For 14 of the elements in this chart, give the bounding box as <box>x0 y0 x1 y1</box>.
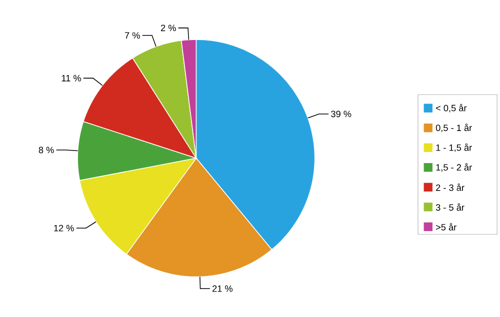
legend-label: 1 - 1,5 år <box>436 143 472 152</box>
legend-label: >5 år <box>436 222 456 230</box>
data-label: 2 % <box>160 24 176 31</box>
data-label: 12 % <box>54 224 74 232</box>
data-label: 8 % <box>38 146 54 154</box>
data-label: 21 % <box>212 285 233 292</box>
legend-label: < 0,5 år <box>436 104 467 112</box>
legend-label: 1,5 - 2 år <box>436 163 472 172</box>
data-label: 11 % <box>62 74 81 82</box>
legend-label: 0,5 - 1 år <box>436 123 472 132</box>
data-label: 39 % <box>331 110 352 118</box>
legend-label: 3 - 5 år <box>436 203 464 211</box>
legend-label: 2 - 3 år <box>436 183 464 191</box>
data-label: 7 % <box>124 32 140 38</box>
